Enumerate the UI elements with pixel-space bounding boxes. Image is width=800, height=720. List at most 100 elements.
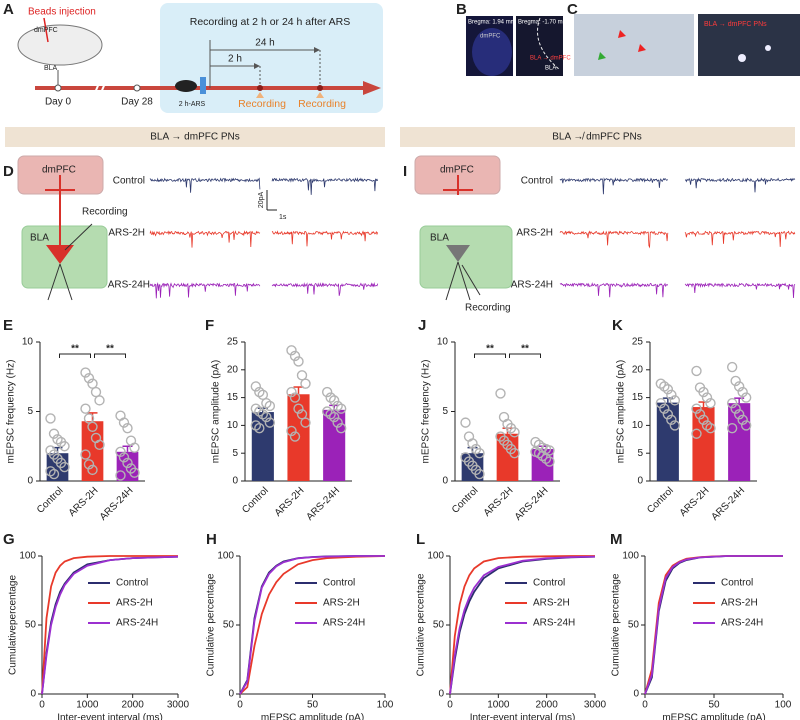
- region-label: BLA: [44, 65, 58, 72]
- region-label: dmPFC: [480, 34, 501, 40]
- data-point: [48, 428, 60, 439]
- panel-letter: H: [206, 531, 217, 548]
- data-point: [335, 403, 347, 414]
- data-point: [655, 397, 667, 409]
- data-point: [254, 386, 265, 398]
- panel-i: I dmPFC BLA Recording Control ARS-2H ARS…: [403, 155, 553, 314]
- data-point: [325, 392, 336, 403]
- current-trace: [149, 230, 261, 248]
- data-point: [286, 345, 297, 356]
- legend-label: Control: [323, 578, 355, 589]
- data-point: [296, 370, 308, 381]
- timeline-arrow: [363, 81, 381, 95]
- data-point: [694, 409, 706, 420]
- trace-label: ARS-2H: [516, 228, 553, 239]
- data-point: [730, 403, 741, 414]
- panel-letter: I: [403, 163, 407, 180]
- significance-bracket: [474, 353, 506, 358]
- data-point: [48, 468, 60, 480]
- fluorescence-image: [698, 14, 800, 76]
- scale-label: 20pA: [258, 192, 265, 209]
- data-point: [261, 411, 272, 423]
- trace-label: ARS-24H: [108, 280, 150, 291]
- panel-c: C BLA → dmPFC PNs: [567, 1, 800, 76]
- bead-spot: [738, 54, 746, 62]
- significance-label: **: [106, 344, 114, 355]
- recording-marker: [257, 85, 263, 91]
- y-tick-label: 5: [637, 448, 643, 459]
- panel-letter: C: [567, 1, 578, 18]
- electrode: [64, 223, 93, 251]
- panel-letter: K: [612, 317, 623, 334]
- bar: [46, 453, 69, 481]
- data-point: [335, 422, 347, 434]
- legend-label: Control: [721, 578, 753, 589]
- significance-label: **: [486, 344, 494, 355]
- data-point: [122, 422, 133, 434]
- cumulative-line: [41, 555, 178, 695]
- x-tick-label: 3000: [167, 700, 190, 711]
- data-point: [460, 417, 471, 428]
- y-tick-label: 50: [25, 620, 37, 631]
- data-point: [332, 400, 343, 412]
- stress-label: 2 h-ARS: [179, 101, 206, 108]
- y-tick-label: 10: [22, 337, 34, 348]
- box-title: Recording at 2 h or 24 h after ARS: [190, 16, 351, 28]
- region-label: BLA: [430, 233, 449, 244]
- cumulative-line: [449, 555, 595, 695]
- x-axis-label: Inter-event interval (ms): [470, 713, 576, 720]
- bar: [728, 403, 751, 481]
- x-tick-label: Control: [450, 485, 481, 516]
- data-point: [328, 395, 340, 406]
- data-point: [730, 375, 741, 387]
- interval-label: 2 h: [228, 54, 242, 65]
- legend-label: Control: [116, 578, 148, 589]
- data-point: [737, 414, 748, 426]
- bead-spot: [765, 45, 771, 51]
- y-tick-label: 5: [27, 406, 33, 417]
- x-tick-label: ARS-24H: [710, 485, 748, 523]
- data-point: [118, 417, 130, 428]
- x-axis-label: mEPSC amplitude (pA): [662, 713, 765, 720]
- region-label: dmPFC: [440, 165, 474, 176]
- arrowhead: [314, 47, 320, 53]
- data-point: [59, 461, 70, 473]
- data-point: [662, 409, 674, 420]
- legend-label: ARS-2H: [116, 598, 153, 609]
- data-point: [669, 395, 681, 406]
- data-point: [737, 386, 748, 398]
- region-label: dmPFC: [42, 165, 76, 176]
- current-trace: [271, 230, 379, 247]
- data-point: [80, 403, 91, 414]
- y-axis-label: Cumulative percentage: [206, 573, 217, 676]
- legend-label: ARS-24H: [533, 618, 575, 629]
- data-point: [257, 409, 269, 420]
- data-point: [254, 406, 265, 417]
- data-point: [691, 403, 702, 414]
- x-tick-label: 100: [775, 700, 792, 711]
- brain-section: [472, 28, 512, 76]
- legend-label: ARS-24H: [721, 618, 763, 629]
- electrode-label: Recording: [465, 303, 511, 314]
- electrode: [461, 264, 481, 296]
- day-label: Day 0: [45, 97, 72, 108]
- data-point: [659, 381, 670, 392]
- dendrite: [47, 263, 61, 301]
- section-band: [5, 127, 385, 147]
- data-point: [80, 367, 91, 378]
- data-point: [286, 386, 297, 398]
- x-tick-label: 0: [642, 700, 648, 711]
- bar: [287, 394, 310, 481]
- data-point: [705, 397, 716, 409]
- data-point: [122, 457, 133, 469]
- x-axis-label: mEPSC amplitude (pA): [261, 713, 364, 720]
- data-point: [261, 397, 272, 409]
- projection-label: BLA → dmPFC: [530, 56, 571, 62]
- region-label: BLA: [30, 233, 49, 244]
- day-label: Day 28: [121, 97, 153, 108]
- y-tick-label: 15: [227, 392, 239, 403]
- panel-b: B Bregma: 1.94 mm dmPFC Bregma: -1.70 mm…: [456, 1, 571, 76]
- data-point: [254, 422, 265, 434]
- data-point: [701, 392, 713, 403]
- data-point: [467, 438, 478, 449]
